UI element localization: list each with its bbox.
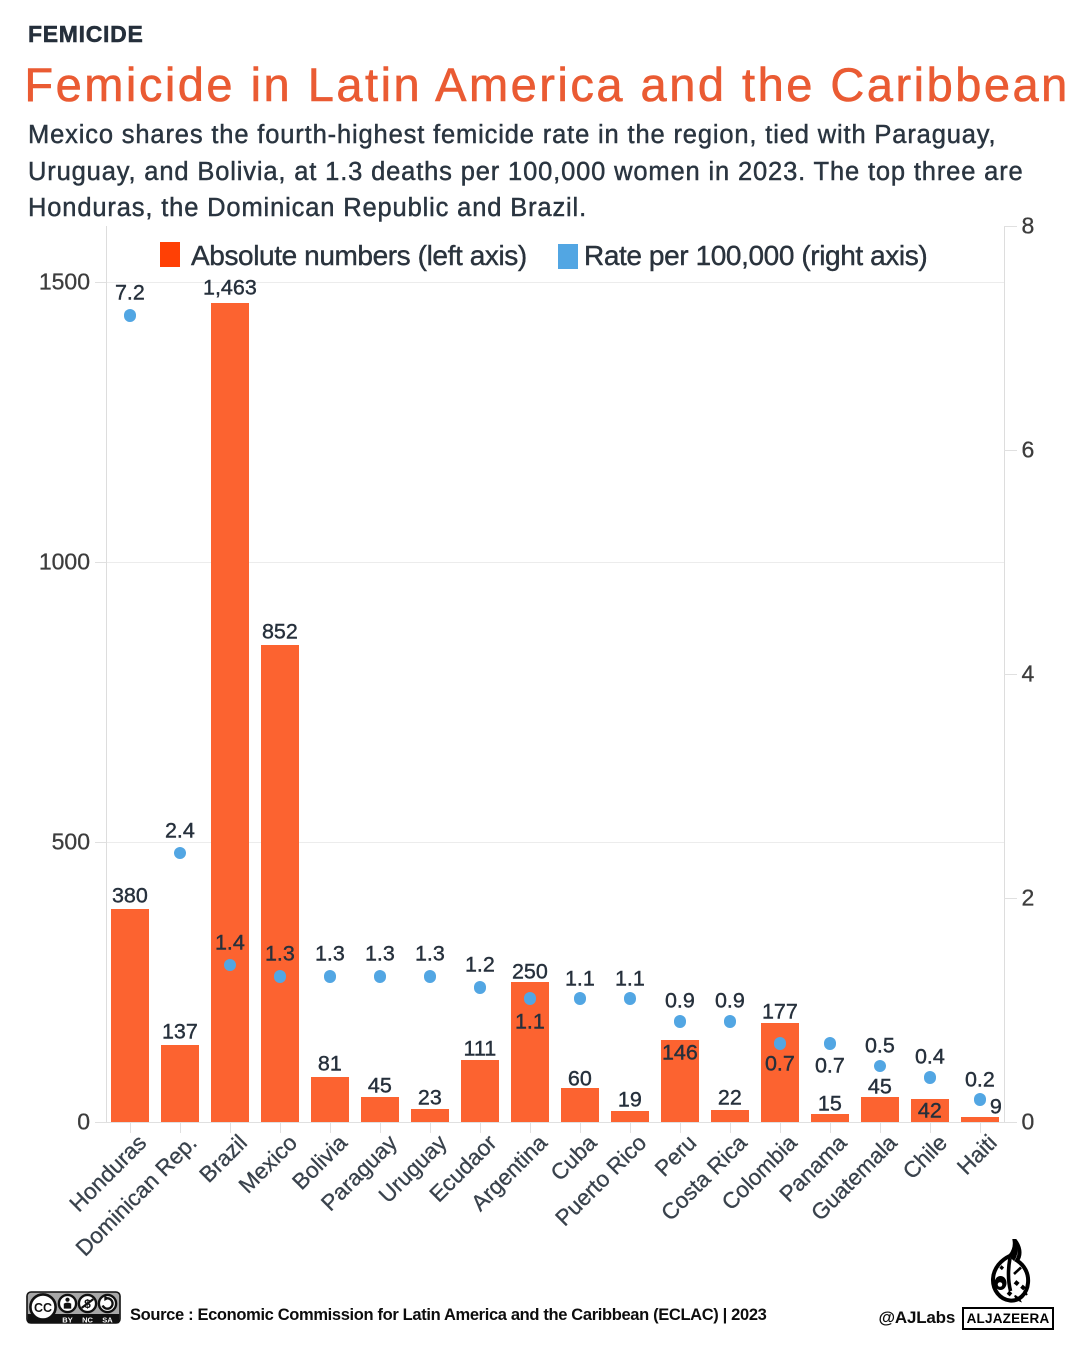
svg-text:SA: SA (102, 1315, 113, 1324)
svg-text:NC: NC (82, 1315, 93, 1324)
svg-text:BY: BY (62, 1315, 72, 1324)
svg-text:CC: CC (34, 1301, 52, 1315)
